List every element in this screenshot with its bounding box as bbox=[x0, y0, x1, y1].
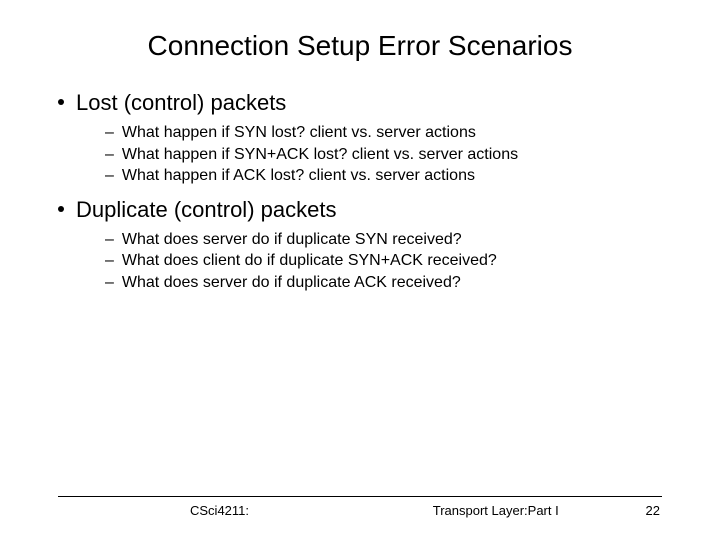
footer-divider bbox=[58, 496, 662, 497]
bullet-dash-icon: – bbox=[105, 229, 114, 251]
bullet-dash-icon: – bbox=[105, 165, 114, 187]
bullet-dash-icon: – bbox=[105, 122, 114, 144]
bullet-level2: –What does server do if duplicate ACK re… bbox=[50, 272, 670, 294]
bullet-level2: –What does server do if duplicate SYN re… bbox=[50, 229, 670, 251]
bullet-level2: –What happen if SYN+ACK lost? client vs.… bbox=[50, 144, 670, 166]
level2-text: What happen if SYN+ACK lost? client vs. … bbox=[122, 146, 518, 163]
bullet-dash-icon: – bbox=[105, 272, 114, 294]
slide-footer: CSci4211: Transport Layer:Part I 22 bbox=[0, 496, 720, 518]
level1-text: Lost (control) packets bbox=[76, 90, 286, 115]
bullet-level1: Duplicate (control) packets bbox=[50, 197, 670, 223]
level2-text: What happen if SYN lost? client vs. serv… bbox=[122, 124, 476, 141]
footer-course: CSci4211: bbox=[60, 503, 403, 518]
bullet-dot-icon bbox=[58, 206, 64, 212]
bullet-dash-icon: – bbox=[105, 144, 114, 166]
bullet-level2: –What happen if SYN lost? client vs. ser… bbox=[50, 122, 670, 144]
level2-text: What does server do if duplicate ACK rec… bbox=[122, 274, 461, 291]
bullet-dot-icon bbox=[58, 99, 64, 105]
footer-topic: Transport Layer:Part I bbox=[403, 503, 646, 518]
bullet-dash-icon: – bbox=[105, 250, 114, 272]
bullet-level2: –What does client do if duplicate SYN+AC… bbox=[50, 250, 670, 272]
level2-text: What does server do if duplicate SYN rec… bbox=[122, 231, 462, 248]
footer-page-number: 22 bbox=[646, 503, 660, 518]
footer-content: CSci4211: Transport Layer:Part I 22 bbox=[50, 503, 670, 518]
level2-text: What does client do if duplicate SYN+ACK… bbox=[122, 252, 497, 269]
level1-text: Duplicate (control) packets bbox=[76, 197, 336, 222]
slide-title: Connection Setup Error Scenarios bbox=[50, 30, 670, 62]
bullet-level2: –What happen if ACK lost? client vs. ser… bbox=[50, 165, 670, 187]
bullet-level1: Lost (control) packets bbox=[50, 90, 670, 116]
level2-text: What happen if ACK lost? client vs. serv… bbox=[122, 167, 475, 184]
